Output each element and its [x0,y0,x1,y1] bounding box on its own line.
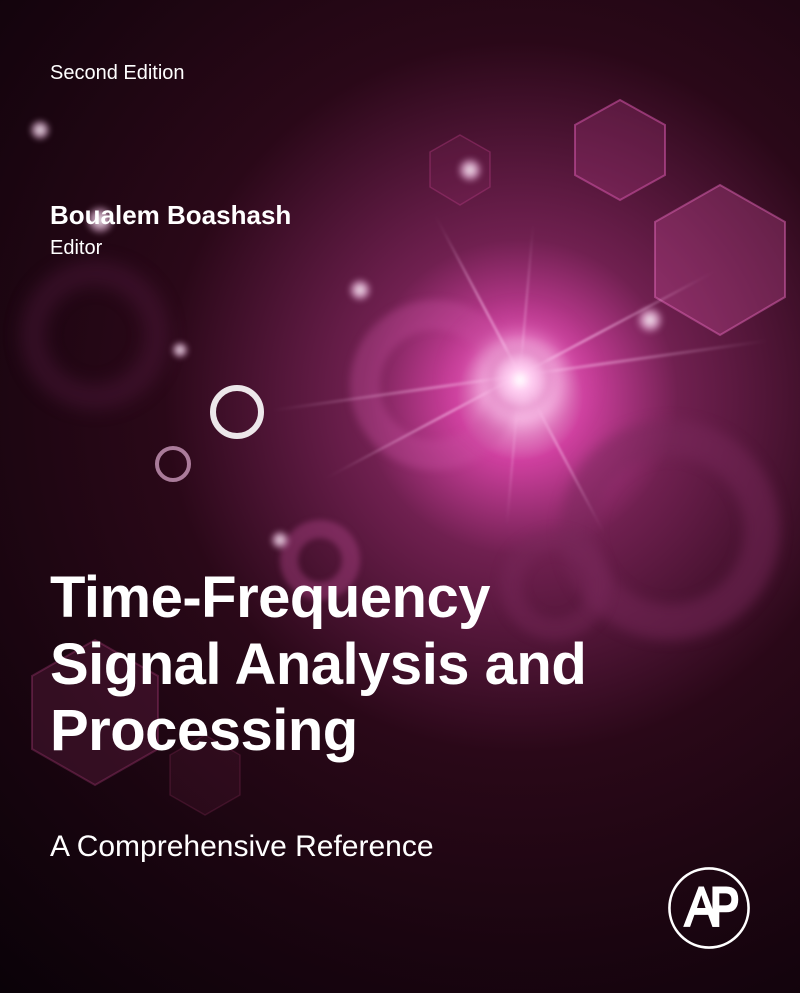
book-cover: Second Edition Boualem Boashash Editor T… [0,0,800,993]
author-name: Boualem Boashash [50,200,750,231]
publisher-logo-icon [666,865,752,951]
book-title: Time-Frequency Signal Analysis and Proce… [50,565,586,765]
title-line-2: Signal Analysis and [50,632,586,699]
author-role: Editor [50,237,750,260]
title-line-1: Time-Frequency [50,565,586,632]
cover-text-content: Second Edition Boualem Boashash Editor T… [0,0,800,993]
book-subtitle: A Comprehensive Reference [50,830,434,864]
edition-label: Second Edition [50,62,750,85]
title-line-3: Processing [50,698,586,765]
